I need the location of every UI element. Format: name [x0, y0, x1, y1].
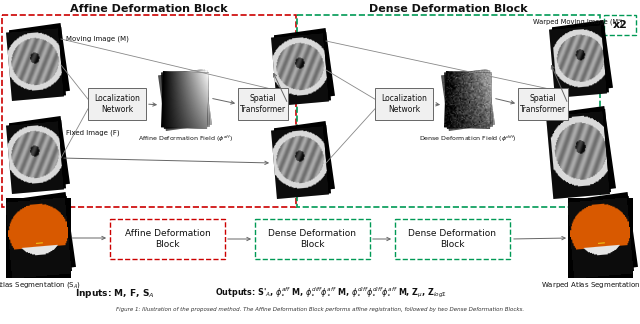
Text: Fixed Image (F): Fixed Image (F) — [66, 129, 120, 135]
Text: Spatial
Transformer: Spatial Transformer — [240, 94, 286, 114]
Text: Affine Deformation Block: Affine Deformation Block — [70, 4, 228, 14]
Text: Dense Deformation
Block: Dense Deformation Block — [269, 229, 356, 249]
Text: x2: x2 — [612, 20, 627, 30]
Text: Outputs: S'$_A$, $\phi^{aff}_{\circ}$ M, $\phi^{diff}_{\circ}\phi^{aff}_{\circ}$: Outputs: S'$_A$, $\phi^{aff}_{\circ}$ M,… — [215, 286, 447, 300]
Text: Dense Deformation Field ($\phi^{diff}$): Dense Deformation Field ($\phi^{diff}$) — [419, 134, 517, 144]
Text: Warped Moving Image (M'): Warped Moving Image (M') — [533, 18, 623, 25]
FancyBboxPatch shape — [375, 88, 433, 120]
Text: Figure 1: Illustration of the proposed method. The Affine Deformation Block perf: Figure 1: Illustration of the proposed m… — [116, 307, 524, 313]
FancyBboxPatch shape — [518, 88, 568, 120]
Text: Affine Deformation Field ($\phi^{aff}$): Affine Deformation Field ($\phi^{aff}$) — [138, 134, 232, 144]
Text: Inputs: M, F, S$_A$: Inputs: M, F, S$_A$ — [75, 286, 155, 299]
Text: Atlas Segmentation (S$_A$): Atlas Segmentation (S$_A$) — [0, 281, 81, 291]
FancyBboxPatch shape — [238, 88, 288, 120]
Text: Moving Image (M): Moving Image (M) — [66, 36, 129, 42]
Bar — [297, 15, 600, 207]
Bar — [255, 219, 370, 259]
Bar — [2, 15, 296, 207]
Bar — [604, 15, 636, 35]
Bar — [110, 219, 225, 259]
Text: Affine Deformation
Block: Affine Deformation Block — [125, 229, 211, 249]
Text: Localization
Network: Localization Network — [381, 94, 427, 114]
Text: Dense Deformation Block: Dense Deformation Block — [369, 4, 528, 14]
Text: Warped Atlas Segmentation (S'$_A$): Warped Atlas Segmentation (S'$_A$) — [541, 281, 640, 291]
Text: Dense Deformation
Block: Dense Deformation Block — [408, 229, 497, 249]
FancyBboxPatch shape — [88, 88, 146, 120]
Text: Localization
Network: Localization Network — [94, 94, 140, 114]
Text: Spatial
Transformer: Spatial Transformer — [520, 94, 566, 114]
Bar — [395, 219, 510, 259]
